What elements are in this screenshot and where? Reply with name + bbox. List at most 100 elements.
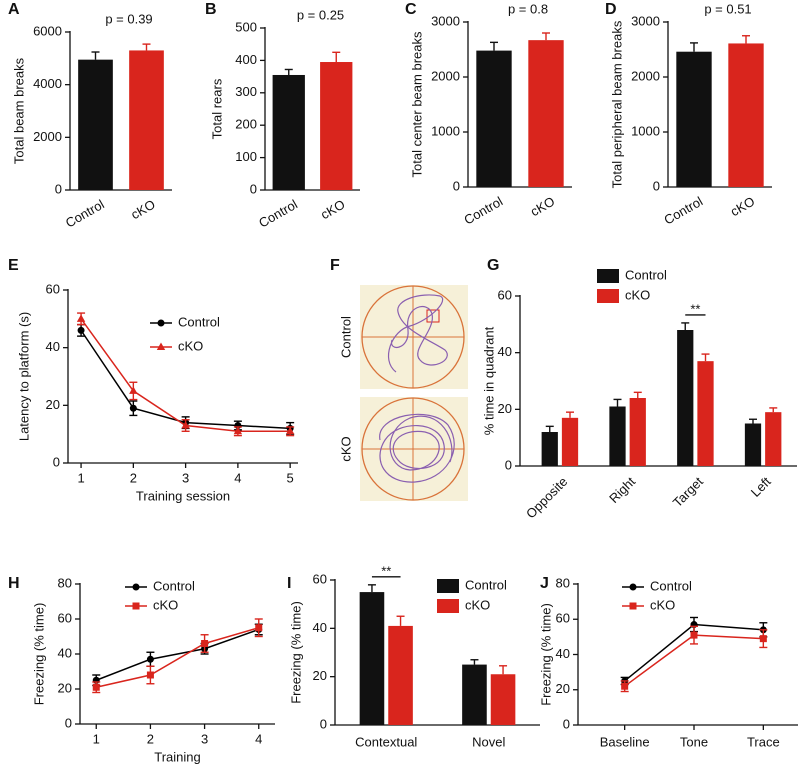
x-tick-label: Left <box>748 474 774 500</box>
y-axis-label: Freezing (% time) <box>31 603 46 706</box>
marker <box>285 426 295 435</box>
y-tick-label: 1000 <box>631 123 660 138</box>
x-tick-label: 1 <box>93 731 100 746</box>
legend-marker <box>629 602 637 610</box>
y-tick-label: 0 <box>453 178 460 193</box>
y-axis-label: Total beam breaks <box>11 57 26 164</box>
bar <box>629 398 646 466</box>
x-tick-label: Novel <box>472 734 505 749</box>
bar <box>462 664 487 725</box>
bar <box>320 62 353 190</box>
annotation: ** <box>690 301 700 316</box>
x-tick-label: 5 <box>287 470 294 485</box>
x-tick-label: Control <box>461 194 505 228</box>
y-tick-label: 0 <box>53 454 60 469</box>
bar <box>78 59 113 191</box>
series-line <box>95 628 260 681</box>
series-line <box>96 627 259 688</box>
y-tick-label: 80 <box>58 575 72 590</box>
y-tick-label: 20 <box>58 680 72 695</box>
y-axis-label: Total center beam breaks <box>409 31 424 177</box>
x-tick-label: Tone <box>680 734 708 749</box>
panel-letter: A <box>8 1 20 18</box>
y-tick-label: 0 <box>320 716 327 731</box>
bar <box>765 412 782 466</box>
x-tick-label: Right <box>606 474 638 506</box>
y-tick-label: 0 <box>55 181 62 196</box>
y-axis-label: Freezing (% time) <box>288 601 303 704</box>
x-tick-label: 2 <box>147 731 154 746</box>
bar <box>744 423 762 466</box>
bar <box>728 43 764 188</box>
panel-letter: C <box>405 1 417 18</box>
panel-letter: H <box>8 575 20 592</box>
legend-marker <box>629 583 637 591</box>
y-tick-label: 200 <box>235 117 257 132</box>
y-tick-label: 2000 <box>33 129 62 144</box>
legend-label: Control <box>625 267 667 282</box>
bar <box>561 417 579 466</box>
y-tick-label: 20 <box>313 668 327 683</box>
annotation: p = 0.39 <box>105 11 152 26</box>
y-tick-label: 60 <box>498 287 512 302</box>
marker <box>146 671 154 679</box>
legend-label: cKO <box>650 597 675 612</box>
y-tick-label: 40 <box>46 339 60 354</box>
x-tick-label: 4 <box>234 470 241 485</box>
legend-marker <box>132 602 140 610</box>
swim-path <box>387 294 448 373</box>
x-tick-label: Control <box>63 197 107 231</box>
marker <box>690 631 698 639</box>
bar <box>129 50 164 190</box>
annotation: p = 0.51 <box>704 1 751 16</box>
x-tick-label: cKO <box>128 197 157 223</box>
y-tick-label: 80 <box>556 575 570 590</box>
y-tick-label: 300 <box>235 84 257 99</box>
marker <box>146 655 154 663</box>
x-tick-label: cKO <box>728 194 757 220</box>
legend-label: cKO <box>153 597 178 612</box>
panel-letter: F <box>330 257 340 274</box>
legend-label: cKO <box>465 597 490 612</box>
x-tick-label: Opposite <box>523 474 570 521</box>
panel-letter: D <box>605 1 617 18</box>
y-tick-label: 0 <box>250 181 257 196</box>
bar <box>609 406 626 466</box>
y-tick-label: 0 <box>65 715 72 730</box>
marker <box>233 426 243 435</box>
panel-letter: B <box>205 1 217 18</box>
legend-swatch <box>437 599 459 613</box>
y-tick-label: 2000 <box>631 68 660 83</box>
y-tick-label: 60 <box>556 611 570 626</box>
y-tick-label: 20 <box>46 397 60 412</box>
y-tick-label: 20 <box>498 401 512 416</box>
x-tick-label: 4 <box>255 731 262 746</box>
bar <box>677 330 694 466</box>
y-tick-label: 60 <box>46 281 60 296</box>
marker <box>129 386 138 394</box>
y-tick-label: 60 <box>313 571 327 586</box>
legend-label: Control <box>178 314 220 329</box>
panel-letter: E <box>8 257 19 274</box>
x-tick-label: Contextual <box>355 734 417 749</box>
y-tick-label: 3000 <box>631 13 660 28</box>
x-tick-label: 3 <box>201 731 208 746</box>
marker <box>621 682 629 690</box>
marker <box>181 421 190 429</box>
legend-label: Control <box>650 578 692 593</box>
y-tick-label: 0 <box>653 178 660 193</box>
panel-letter: G <box>487 257 499 274</box>
legend-swatch <box>597 289 619 303</box>
annotation: p = 0.25 <box>297 7 344 22</box>
legend-label: Control <box>465 577 507 592</box>
y-tick-label: 40 <box>556 646 570 661</box>
x-tick-label: Target <box>670 474 706 510</box>
x-tick-label: 2 <box>130 470 137 485</box>
panel-letter: J <box>540 575 549 592</box>
annotation: p = 0.8 <box>508 1 548 16</box>
marker <box>77 326 85 334</box>
marker <box>255 624 263 632</box>
y-tick-label: 40 <box>58 645 72 660</box>
bar <box>490 674 516 725</box>
